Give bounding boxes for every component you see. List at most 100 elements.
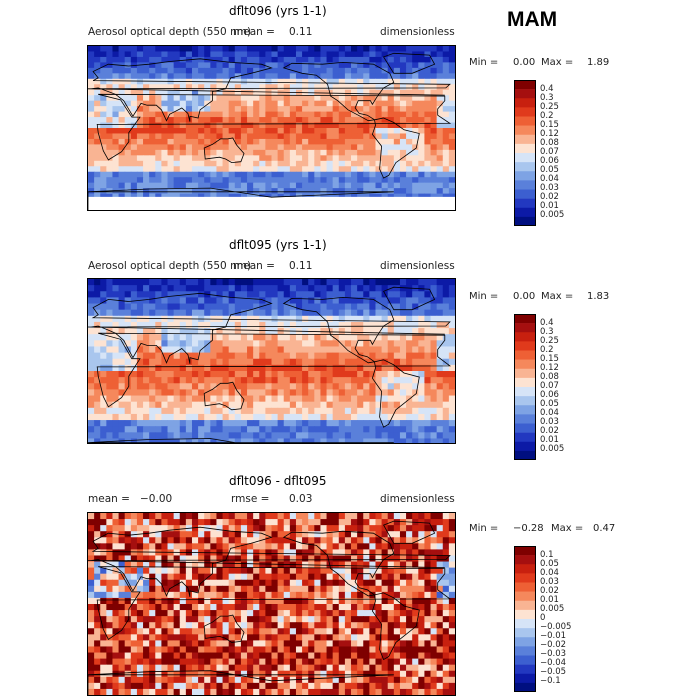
field-cell (302, 426, 309, 433)
field-cell (375, 303, 383, 311)
field-cell (234, 573, 242, 581)
field-cell (112, 622, 120, 629)
field-cell (94, 591, 101, 599)
field-cell (149, 315, 156, 323)
field-cell (436, 567, 444, 575)
field-cell (210, 95, 217, 102)
field-cell (136, 111, 144, 118)
field-cell (136, 597, 144, 605)
field-cell (228, 597, 236, 605)
field-cell (448, 438, 455, 443)
field-cell (277, 177, 285, 184)
field-cell (124, 128, 132, 134)
field-cell (118, 328, 126, 335)
field-cell (430, 122, 438, 129)
field-cell (247, 160, 254, 167)
field-cell (308, 56, 315, 63)
field-cell (338, 634, 346, 641)
field-cell (430, 155, 438, 162)
field-cell (277, 117, 285, 124)
field-cell (424, 377, 432, 384)
field-cell (436, 401, 444, 409)
field-cell (191, 579, 199, 587)
field-cell (167, 128, 175, 134)
field-cell (357, 519, 364, 526)
field-cell (234, 640, 242, 647)
field-cell (277, 573, 285, 581)
field-cell (375, 579, 383, 587)
field-cell (149, 334, 156, 341)
field-cell (369, 160, 376, 167)
field-cell (106, 395, 113, 403)
field-cell (283, 597, 291, 605)
field-cell (277, 364, 285, 372)
field-cell (240, 291, 248, 298)
field-cell (314, 579, 321, 587)
field-cell (381, 285, 389, 292)
field-cell (136, 573, 144, 581)
field-cell (375, 610, 383, 617)
field-cell (265, 597, 272, 605)
field-cell (363, 334, 370, 341)
field-cell (100, 303, 107, 311)
field-cell (191, 95, 199, 102)
field-cell (430, 315, 438, 323)
field-cell (406, 144, 413, 151)
field-cell (240, 543, 248, 550)
field-cell (240, 531, 248, 538)
field-cell (198, 401, 205, 409)
field-cell (393, 106, 401, 113)
field-cell (442, 303, 450, 311)
field-cell (302, 413, 309, 421)
max-label: Max = (541, 57, 574, 68)
field-cell (277, 122, 285, 129)
field-cell (399, 604, 407, 611)
field-cell (283, 51, 291, 58)
field-cell (320, 160, 328, 167)
field-cell (167, 111, 175, 118)
field-cell (271, 555, 279, 563)
field-cell (210, 144, 217, 151)
field-cell (320, 622, 328, 629)
field-cell (320, 279, 328, 286)
field-cell (118, 364, 126, 372)
field-cell (320, 371, 328, 378)
field-cell (308, 73, 315, 80)
field-cell (112, 328, 120, 335)
field-cell (289, 604, 297, 611)
field-cell (363, 555, 370, 563)
field-cell (283, 543, 291, 550)
field-cell (94, 328, 101, 335)
field-cell (88, 279, 95, 286)
field-cell (112, 67, 120, 74)
field-cell (308, 155, 315, 162)
field-cell (399, 84, 407, 91)
field-cell (234, 513, 242, 520)
field-cell (387, 346, 395, 354)
field-cell (94, 573, 101, 581)
field-cell (344, 285, 352, 292)
field-cell (442, 573, 450, 581)
field-cell (94, 616, 101, 623)
field-cell (381, 106, 389, 113)
field-cell (320, 610, 328, 617)
field-cell (191, 413, 199, 421)
field-cell (143, 438, 150, 443)
field-cell (271, 573, 279, 581)
field-cell (185, 519, 193, 526)
field-cell (332, 177, 340, 184)
field-cell (106, 155, 113, 162)
field-cell (320, 537, 328, 544)
field-cell (412, 352, 419, 360)
field-cell (344, 573, 352, 581)
field-cell (247, 285, 254, 292)
field-cell (247, 144, 254, 151)
field-cell (430, 128, 438, 134)
field-cell (161, 100, 169, 107)
field-cell (247, 604, 254, 611)
field-cell (302, 171, 309, 178)
field-cell (387, 531, 395, 538)
field-cell (167, 155, 175, 162)
field-cell (124, 297, 132, 305)
field-cell (247, 303, 254, 311)
